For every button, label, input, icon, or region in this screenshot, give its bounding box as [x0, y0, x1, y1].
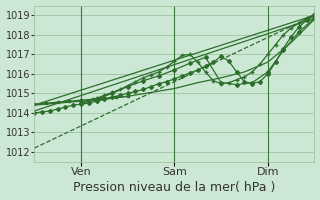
- X-axis label: Pression niveau de la mer( hPa ): Pression niveau de la mer( hPa ): [73, 181, 276, 194]
